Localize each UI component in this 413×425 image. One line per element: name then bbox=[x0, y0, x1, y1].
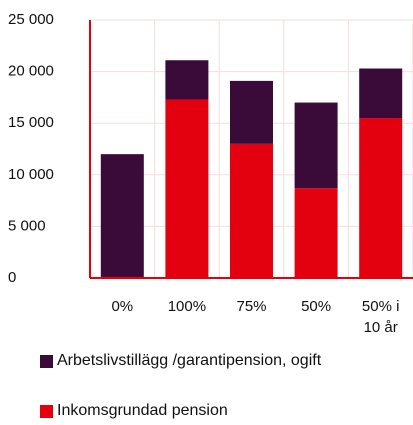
x-tick-label: 50% bbox=[301, 298, 332, 315]
bar-segment bbox=[165, 60, 209, 100]
y-tick-label: 5 000 bbox=[8, 217, 46, 234]
y-tick-label: 0 bbox=[8, 269, 16, 286]
bar-segment bbox=[230, 80, 273, 144]
bar-segment bbox=[294, 188, 338, 278]
bar-segment bbox=[294, 102, 338, 189]
bar-segment bbox=[165, 99, 209, 279]
legend-item: Arbetslivstillägg /garantipension, ogift bbox=[40, 352, 321, 370]
y-tick-label: 15 000 bbox=[8, 114, 54, 131]
legend-label: Arbetslivstillägg /garantipension, ogift bbox=[57, 352, 322, 369]
legend-item: Inkomsgrundad pension bbox=[40, 402, 228, 420]
legend-swatch bbox=[40, 404, 53, 418]
y-tick-label: 20 000 bbox=[8, 63, 54, 80]
x-tick-label: 0% bbox=[111, 298, 134, 315]
legend-swatch bbox=[40, 354, 53, 368]
x-tick-label: 75% bbox=[236, 298, 267, 315]
y-tick-label: 10 000 bbox=[8, 166, 54, 183]
bar-segment bbox=[359, 68, 403, 119]
legend-label: Inkomsgrundad pension bbox=[57, 402, 228, 419]
x-tick-label: 100% bbox=[167, 298, 207, 315]
bar-segment bbox=[359, 118, 403, 278]
bar-segment bbox=[230, 143, 273, 278]
y-tick-label: 25 000 bbox=[8, 11, 54, 28]
x-tick-label: 50% i 10 år bbox=[361, 298, 400, 336]
bar-segment bbox=[100, 154, 144, 277]
